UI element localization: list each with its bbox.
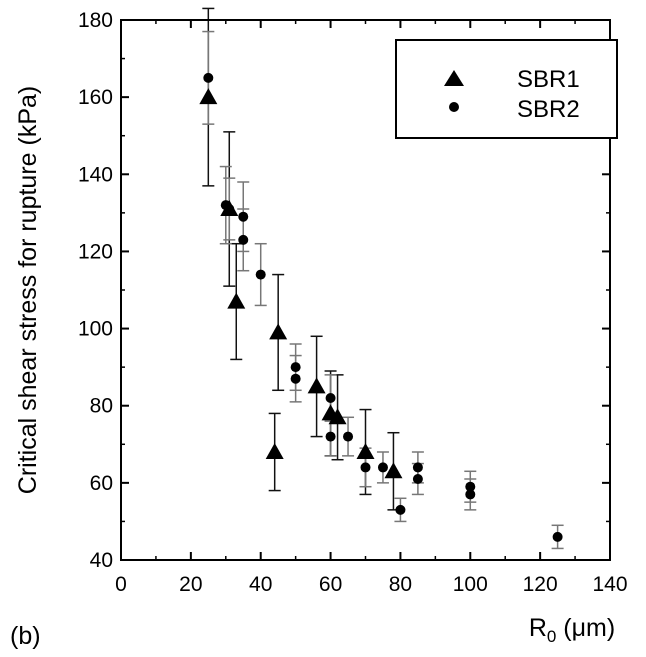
data-point-sbr1 [199,88,218,105]
x-tick-label: 60 [319,573,342,596]
data-point-sbr1 [328,408,347,425]
data-point-sbr1 [356,443,375,459]
data-point-sbr2 [377,462,388,473]
y-tick-label: 40 [90,549,113,572]
panel-label: (b) [10,622,41,650]
x-tick-label: 20 [179,573,202,596]
data-point-sbr2 [360,462,371,473]
y-tick-label: 140 [78,163,113,186]
data-point-sbr1 [269,323,288,340]
x-tick-label: 140 [592,573,627,596]
tick-labels: 0 20 40 60 80 100 120 140 40 60 80 100 120 140 160 180 [78,9,628,596]
legend-triangle-marker [444,70,464,86]
y-tick-label: 180 [78,9,113,32]
data-point-sbr2 [238,234,249,245]
x-tick-label: 80 [389,573,412,596]
x-tick-label: 120 [523,573,558,596]
data-point-sbr2 [224,204,235,214]
x-axis-label: R0 (μm) [529,614,615,646]
x-axis-label-main: R [529,614,547,642]
x-tick-label: 40 [249,573,272,596]
y-tick-label: 100 [78,318,113,341]
data-point-sbr2 [465,489,476,500]
data-point-sbr2 [552,531,563,542]
data-point-sbr2 [203,72,214,83]
data-point-sbr2 [238,211,249,222]
y-tick-label: 80 [90,395,113,418]
data-point-sbr2 [343,431,354,442]
x-axis-label-unit: (μm) [556,614,615,642]
data-point-sbr2 [325,431,336,442]
plot-marks [199,7,564,550]
data-point-sbr2 [412,462,423,473]
data-point-sbr2 [395,504,406,515]
data-point-sbr1 [227,292,246,309]
legend-circle-marker [449,102,459,112]
legend-box [395,39,618,139]
data-point-sbr2 [325,393,336,403]
data-point-sbr2 [412,474,423,484]
y-tick-label: 60 [90,472,113,495]
data-point-sbr2 [290,362,301,373]
data-point-sbr1 [384,462,403,479]
x-tick-label: 0 [115,573,127,596]
axes [120,19,611,561]
data-point-sbr2 [290,373,301,384]
legend-label-sbr1: SBR1 [517,66,580,93]
y-tick-label: 120 [78,240,113,263]
y-axis-label: Critical shear stress for rupture (kPa) [14,86,42,494]
legend: SBR1 SBR2 [395,39,618,139]
data-point-sbr1 [265,443,284,459]
data-point-sbr1 [307,377,326,394]
x-axis-label-subscript: 0 [547,627,556,646]
data-point-sbr2 [255,269,266,280]
legend-label-sbr2: SBR2 [517,96,580,123]
data-point-sbr2 [465,481,476,492]
y-tick-label: 160 [78,86,113,109]
x-tick-label: 100 [453,573,488,596]
